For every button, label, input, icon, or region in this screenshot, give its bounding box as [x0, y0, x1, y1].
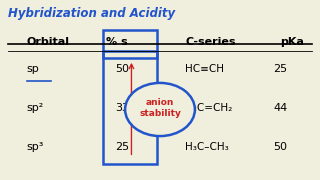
Text: Orbital: Orbital [27, 37, 70, 47]
Text: anion
stability: anion stability [139, 98, 181, 118]
Text: Hybridization and Acidity: Hybridization and Acidity [8, 7, 175, 20]
Text: H₃C–CH₃: H₃C–CH₃ [185, 142, 229, 152]
Text: sp²: sp² [27, 103, 44, 113]
Ellipse shape [125, 83, 195, 136]
Text: 25: 25 [274, 64, 288, 74]
Text: C-series: C-series [185, 37, 236, 47]
Text: pKa: pKa [281, 37, 304, 47]
Text: 25: 25 [115, 142, 129, 152]
Text: % s: % s [106, 37, 128, 47]
Text: 50: 50 [115, 64, 129, 74]
Text: 50: 50 [274, 142, 288, 152]
Text: HC≡CH: HC≡CH [185, 64, 224, 74]
Text: 33: 33 [115, 103, 129, 113]
Text: sp³: sp³ [27, 142, 44, 152]
Text: 44: 44 [273, 103, 288, 113]
Text: H₂C=CH₂: H₂C=CH₂ [185, 103, 233, 113]
Text: sp: sp [27, 64, 39, 74]
